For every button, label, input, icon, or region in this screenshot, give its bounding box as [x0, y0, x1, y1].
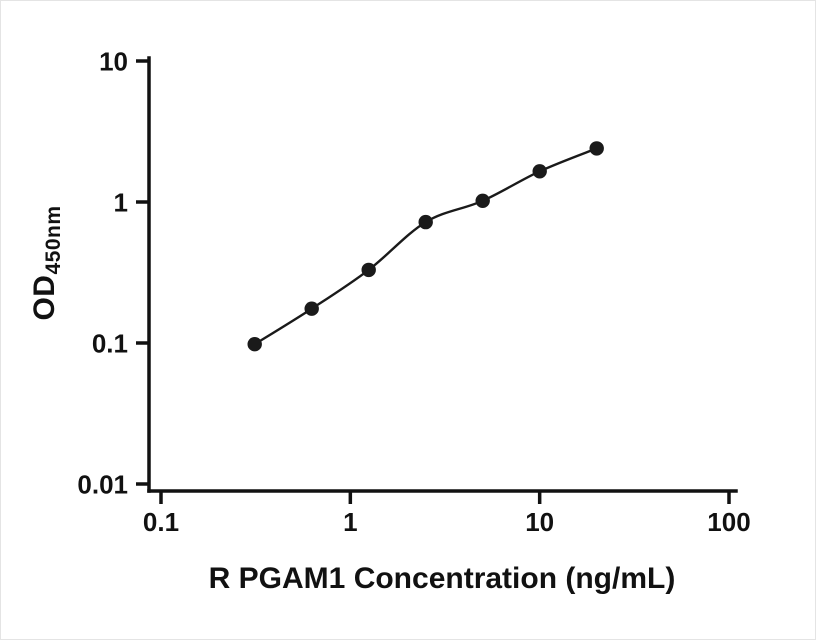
x-axis-label: R PGAM1 Concentration (ng/mL) [208, 562, 676, 595]
y-axis-label-subscript: 450nm [42, 205, 65, 275]
x-tick-label: 0.1 [143, 507, 179, 537]
data-point [532, 164, 547, 179]
data-point [304, 301, 319, 316]
y-tick-label: 10 [99, 46, 128, 76]
x-tick-label: 100 [707, 507, 750, 537]
y-tick-label: 0.1 [92, 328, 128, 358]
y-axis-label: OD450nm [28, 205, 66, 320]
data-point [361, 262, 376, 278]
data-point [475, 193, 490, 208]
y-tick-label: 1 [114, 187, 128, 217]
fit-curve [254, 147, 598, 346]
y-tick-label: 0.01 [77, 469, 128, 499]
x-tick-label: 10 [525, 507, 554, 537]
data-point [247, 337, 262, 352]
data-point [418, 214, 433, 230]
y-axis-label-main: OD [28, 274, 61, 321]
data-point [589, 141, 604, 156]
x-tick-label: 1 [343, 507, 357, 537]
